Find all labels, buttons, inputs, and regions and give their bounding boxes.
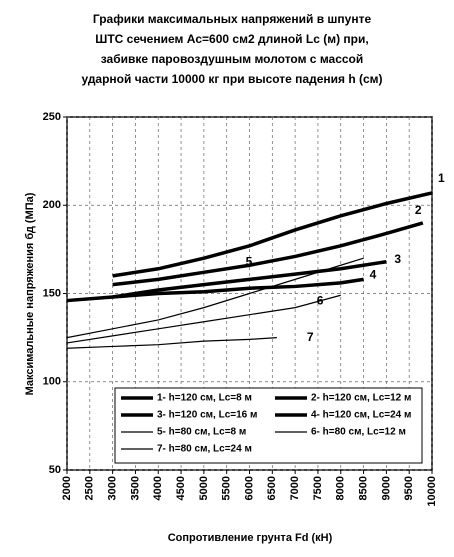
x-tick-label: 4500 [175, 476, 187, 500]
legend-label: 4- h=120 см, Lc=24 м [311, 410, 411, 421]
legend-label: 3- h=120 см, Lc=16 м [157, 410, 257, 421]
line [66, 294, 341, 344]
legend-label: 2- h=120 см, Lc=12 м [311, 393, 411, 404]
y-tick-label: 200 [43, 199, 61, 211]
line-label: 2 [415, 203, 422, 217]
legend-label: 7- h=80 см, Lc=24 м [157, 444, 252, 455]
line [66, 337, 277, 349]
chart-title: Графики максимальных напряжений в шпунте [93, 12, 372, 26]
line-label: 4 [370, 268, 377, 282]
line [112, 277, 364, 299]
chart-title: ШТС сечением Ac=600 см2 длиной Lc (м) пр… [95, 32, 368, 46]
line-label: 5 [246, 254, 253, 268]
x-tick-label: 10000 [426, 476, 438, 507]
y-tick-label: 150 [43, 287, 61, 299]
line-label: 1 [438, 171, 445, 185]
line-label: 7 [307, 330, 314, 344]
y-tick-label: 50 [49, 464, 61, 476]
line-label: 3 [394, 252, 401, 266]
y-tick-label: 100 [43, 376, 61, 388]
x-tick-label: 6500 [266, 476, 278, 500]
chart-title: ударной части 10000 кг при высоте падени… [81, 72, 382, 86]
legend-label: 6- h=80 см, Lc=12 м [311, 427, 406, 438]
y-axis-label: Максимальные напряжения бд (МПа) [24, 192, 36, 395]
legend-box [114, 387, 423, 464]
line-label: 6 [317, 293, 324, 307]
x-tick-label: 2500 [84, 476, 96, 500]
x-tick-label: 5500 [221, 476, 233, 500]
x-tick-label: 8000 [335, 476, 347, 500]
x-axis-label: Сопротивление грунта Fd (кН) [168, 532, 333, 544]
line [112, 191, 433, 278]
x-tick-label: 6000 [243, 476, 255, 500]
x-tick-label: 3500 [129, 476, 141, 500]
x-tick-label: 4000 [152, 476, 164, 500]
x-tick-label: 9000 [380, 476, 392, 500]
chart-title: забивке паровоздушным молотом с массой [101, 52, 364, 66]
legend-label: 5- h=80 см, Lc=8 м [157, 427, 246, 438]
line [112, 221, 424, 287]
x-tick-label: 9500 [403, 476, 415, 500]
x-tick-label: 3000 [107, 476, 119, 500]
y-tick-label: 250 [43, 111, 61, 123]
x-tick-label: 2000 [61, 476, 73, 500]
legend-label: 1- h=120 см, Lc=8 м [157, 393, 252, 404]
x-tick-label: 5000 [198, 476, 210, 500]
x-tick-label: 7500 [312, 476, 324, 500]
line [66, 257, 364, 339]
x-tick-label: 8500 [357, 476, 369, 500]
x-tick-label: 7000 [289, 476, 301, 500]
